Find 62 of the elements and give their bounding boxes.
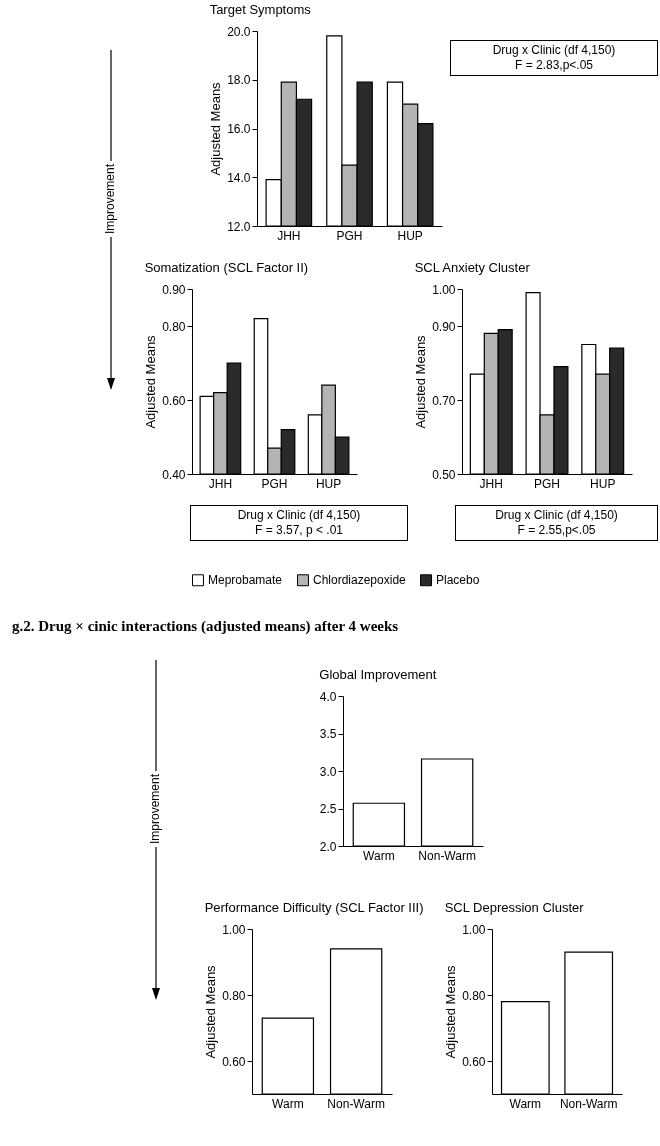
x-tick-label: HUP bbox=[397, 228, 423, 243]
text: F = 2.55,p<.05 bbox=[516, 523, 597, 538]
text: Drug x Clinic (df 4,150) bbox=[494, 508, 619, 523]
x-tick-label: PGH bbox=[533, 476, 561, 491]
text: F = 3.57, p < .01 bbox=[253, 523, 345, 538]
y-axis-title: Adjusted Means bbox=[203, 964, 219, 1059]
x-tick-label: Warm bbox=[363, 848, 395, 863]
legend-label: Meprobamate bbox=[208, 573, 283, 588]
chart-title: Performance Difficulty (SCL Factor III) bbox=[204, 900, 424, 915]
y-tick-label: 2.5 bbox=[319, 802, 337, 816]
y-tick-label: 3.5 bbox=[319, 727, 337, 741]
y-tick-label: 0.60 bbox=[162, 393, 186, 408]
x-tick-label: Non-Warm bbox=[327, 1096, 385, 1111]
y-axis-title: Adjusted Means bbox=[208, 81, 224, 176]
y-tick-label: 0.50 bbox=[432, 467, 456, 482]
legend-label: Chlordiazepoxide bbox=[313, 573, 407, 588]
y-tick-label: 1.00 bbox=[462, 922, 486, 937]
chart-title: SCL Anxiety Cluster bbox=[414, 260, 531, 275]
y-axis-title: Adjusted Means bbox=[413, 334, 429, 429]
legend-label: Placebo bbox=[436, 573, 480, 588]
y-tick-label: 4.0 bbox=[319, 689, 337, 704]
x-tick-label: Non-Warm bbox=[559, 1096, 618, 1111]
y-tick-label: 16.0 bbox=[227, 122, 251, 136]
chart-title: Global Improvement bbox=[319, 667, 437, 682]
text: Drug x Clinic (df 4,150) bbox=[491, 43, 617, 58]
y-tick-label: 0.60 bbox=[462, 1054, 486, 1069]
x-tick-label: JHH bbox=[479, 476, 503, 491]
chart-title: Somatization (SCL Factor II) bbox=[144, 260, 309, 275]
text: Improvement bbox=[103, 160, 117, 237]
y-tick-label: 3.0 bbox=[319, 764, 337, 779]
y-tick-label: 1.00 bbox=[432, 282, 456, 297]
x-tick-label: Warm bbox=[272, 1096, 304, 1111]
y-tick-label: 0.60 bbox=[222, 1054, 246, 1069]
y-tick-label: 0.90 bbox=[162, 282, 186, 297]
text: g.2. Drug × cinic interactions (adjusted means) after 4 weeks bbox=[12, 618, 399, 635]
y-tick-label: 14.0 bbox=[227, 170, 251, 185]
y-tick-label: 0.40 bbox=[162, 467, 186, 482]
x-tick-label: JHH bbox=[277, 228, 301, 243]
x-tick-label: HUP bbox=[590, 476, 616, 491]
text: Improvement bbox=[148, 770, 162, 847]
chart-title: Target Symptoms bbox=[209, 2, 312, 17]
y-tick-label: 18.0 bbox=[227, 73, 251, 88]
x-tick-label: Non-Warm bbox=[418, 848, 476, 863]
y-tick-label: 0.80 bbox=[162, 319, 186, 334]
y-tick-label: 2.0 bbox=[319, 839, 337, 854]
text: F = 2.83,p<.05 bbox=[513, 58, 595, 73]
y-tick-label: 12.0 bbox=[227, 219, 251, 234]
y-tick-label: 1.00 bbox=[222, 922, 246, 937]
x-tick-label: PGH bbox=[336, 228, 363, 243]
y-axis-title: Adjusted Means bbox=[143, 334, 159, 429]
x-tick-label: HUP bbox=[315, 476, 342, 491]
chart-title: SCL Depression Cluster bbox=[444, 900, 585, 915]
x-tick-label: JHH bbox=[208, 476, 233, 491]
y-tick-label: 0.70 bbox=[432, 393, 456, 408]
y-tick-label: 20.0 bbox=[227, 24, 251, 39]
x-tick-label: PGH bbox=[261, 476, 288, 491]
y-axis-title: Adjusted Means bbox=[443, 964, 459, 1059]
y-tick-label: 0.80 bbox=[462, 988, 486, 1003]
x-tick-label: Warm bbox=[509, 1096, 542, 1111]
text: Drug x Clinic (df 4,150) bbox=[236, 508, 362, 523]
y-tick-label: 0.80 bbox=[222, 988, 246, 1003]
y-tick-label: 0.90 bbox=[432, 319, 456, 334]
